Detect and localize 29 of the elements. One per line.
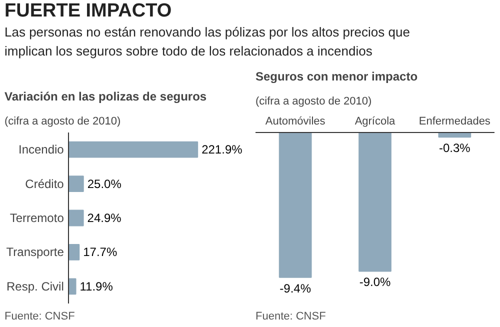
data-label: -9.0%	[359, 275, 392, 290]
x-tick-label: Enfermedades	[418, 116, 491, 128]
y-tick-label: Terremoto	[10, 211, 64, 225]
y-tick-label: Resp. Civil	[6, 279, 64, 294]
chart-subtitle: (cifra a agosto de 2010)	[256, 96, 372, 108]
bar	[68, 210, 84, 226]
chart-title: Variación en las polizas de seguros	[4, 90, 207, 104]
y-tick-label: Transporte	[6, 245, 64, 260]
x-tick-label: Agrícola	[354, 116, 396, 128]
data-label: 24.9%	[87, 211, 122, 225]
data-label: 221.9%	[202, 142, 243, 157]
y-tick-label: Crédito	[25, 176, 64, 191]
bar	[68, 141, 198, 158]
bar	[68, 278, 76, 295]
text: Las personas no están renovando las pólizas por los altos precios que implican los seguros sobre todo de los relacionados a incendios	[4, 24, 410, 58]
bar	[68, 176, 84, 192]
data-label: 11.9%	[80, 279, 114, 294]
source-note: Fuente: CNSF	[256, 310, 326, 322]
bar	[68, 244, 80, 260]
data-label: 25.0%	[87, 176, 122, 191]
source-note: Fuente: CNSF	[4, 310, 76, 322]
chart-subtitle: (cifra a agosto de 2010)	[4, 116, 121, 128]
data-label: -9.4%	[280, 281, 312, 296]
data-label: -0.3%	[438, 141, 471, 156]
chart-title: Seguros con menor impacto	[256, 70, 418, 84]
x-tick-label: Automóviles	[265, 116, 326, 128]
text: FUERTE IMPACTO	[4, 0, 172, 22]
y-tick-label: Incendio	[18, 142, 64, 157]
data-label: 17.7%	[83, 245, 118, 260]
